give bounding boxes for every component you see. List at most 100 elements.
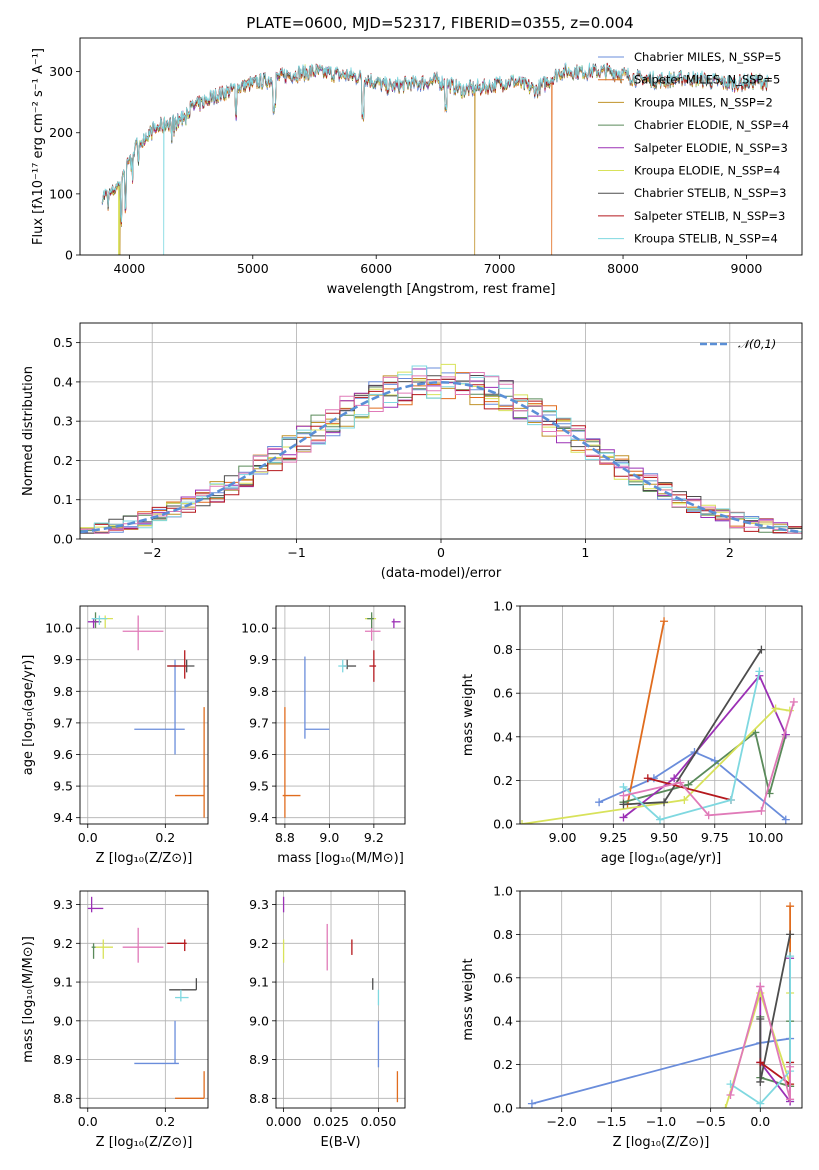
x-tick-label: 9.2 bbox=[364, 830, 384, 845]
data-point bbox=[660, 617, 669, 626]
data-point bbox=[660, 798, 669, 807]
data-point bbox=[786, 930, 795, 939]
normal-curve bbox=[80, 380, 802, 534]
spectrum-line bbox=[101, 61, 769, 255]
data-point bbox=[756, 1058, 765, 1067]
legend-entry: Chabrier ELODIE, N_SSP=4 bbox=[634, 118, 789, 132]
data-point bbox=[786, 1062, 795, 1071]
y-tick-label: 1.0 bbox=[493, 884, 513, 899]
x-tick-label: 9.00 bbox=[549, 830, 577, 845]
y-tick-label: 8.8 bbox=[53, 1091, 73, 1106]
axes-frame bbox=[79, 322, 803, 540]
data-point bbox=[781, 815, 790, 824]
y-tick-label: 100 bbox=[49, 186, 73, 201]
axes-age_vs_mass: 8.8 9.0 9.2 9.4 9.5 9.6 9.7 9.8 9.9 10.0 mass [log… bbox=[241, 605, 406, 866]
y-tick-label: 0.0 bbox=[493, 1101, 513, 1116]
y-tick-label: 8.9 bbox=[249, 1052, 269, 1067]
x-tick-label: 4000 bbox=[113, 261, 145, 276]
data-point bbox=[704, 811, 713, 820]
y-tick-label: 200 bbox=[49, 125, 73, 140]
x-axis-label: Z [log₁₀(Z/Z⊙)] bbox=[613, 1135, 710, 1150]
x-tick-label: 0.050 bbox=[361, 1114, 397, 1129]
x-tick-label: 0.2 bbox=[155, 830, 175, 845]
legend-entry: Salpeter ELODIE, N_SSP=3 bbox=[634, 141, 788, 155]
y-tick-label: 9.6 bbox=[249, 747, 269, 762]
y-tick-label: 9.8 bbox=[249, 684, 269, 699]
data-point bbox=[756, 1099, 765, 1108]
y-tick-label: 0.4 bbox=[493, 1014, 513, 1029]
axes-frame bbox=[79, 37, 803, 256]
data-point bbox=[520, 820, 527, 824]
y-tick-label: 9.5 bbox=[249, 779, 269, 794]
data-point bbox=[619, 791, 628, 800]
data-point bbox=[757, 806, 766, 815]
y-tick-label: 0.4 bbox=[53, 374, 73, 389]
y-tick-label: 0 bbox=[65, 248, 73, 263]
data-point bbox=[756, 1015, 765, 1024]
y-tick-label: 1.0 bbox=[493, 599, 513, 614]
y-axis-label: mass weight bbox=[461, 958, 476, 1040]
y-tick-label: 0.2 bbox=[493, 1057, 513, 1072]
plot-area bbox=[87, 612, 205, 818]
x-tick-label: −1 bbox=[287, 545, 305, 560]
y-tick-label: 0.5 bbox=[53, 335, 73, 350]
y-tick-label: 0.0 bbox=[53, 532, 73, 547]
legend-entry: Chabrier MILES, N_SSP=5 bbox=[634, 50, 781, 64]
spectrum-line bbox=[101, 64, 770, 255]
series-line bbox=[598, 751, 787, 821]
y-tick-label: 9.3 bbox=[249, 897, 269, 912]
spectrum-line bbox=[101, 65, 770, 255]
y-tick-label: 0.8 bbox=[493, 927, 513, 942]
y-tick-label: 0.6 bbox=[493, 970, 513, 985]
legend-entry: Kroupa MILES, N_SSP=2 bbox=[634, 95, 773, 109]
x-axis-label: Z [log₁₀(Z/Z⊙)] bbox=[96, 851, 193, 866]
y-tick-label: 9.7 bbox=[53, 715, 73, 730]
y-axis-label: age [log₁₀(age/yr)] bbox=[21, 655, 36, 776]
x-tick-label: 9.25 bbox=[599, 830, 627, 845]
x-tick-label: 8000 bbox=[607, 261, 639, 276]
data-point bbox=[676, 778, 685, 787]
data-point bbox=[680, 796, 689, 805]
y-tick-label: 9.4 bbox=[249, 810, 269, 825]
axes-frame bbox=[79, 890, 209, 1109]
y-axis-label: Flux [fλ10⁻¹⁷ erg cm⁻² s⁻¹ A⁻¹] bbox=[31, 48, 46, 245]
data-point bbox=[726, 1090, 735, 1099]
x-tick-label: 0.2 bbox=[155, 1114, 175, 1129]
y-tick-label: 9.7 bbox=[249, 715, 269, 730]
x-axis-label: E(B-V) bbox=[320, 1135, 360, 1150]
series-line bbox=[626, 621, 665, 805]
y-axis-label: mass weight bbox=[461, 674, 476, 756]
y-tick-label: 9.4 bbox=[53, 810, 73, 825]
axes-residuals: −2 −1 0 1 2 0.0 0.1 0.2 0.3 0.4 0.5 (data-model)/er… bbox=[21, 322, 803, 581]
y-tick-label: 9.9 bbox=[53, 652, 73, 667]
y-tick-label: 0.3 bbox=[53, 414, 73, 429]
x-tick-label: −2 bbox=[143, 545, 161, 560]
legend-entry: Kroupa ELODIE, N_SSP=4 bbox=[634, 164, 780, 178]
axes-frame bbox=[275, 890, 406, 1109]
data-point bbox=[771, 704, 780, 713]
x-tick-label: 0.0 bbox=[750, 1114, 770, 1129]
data-point bbox=[786, 1095, 795, 1104]
x-tick-label: 7000 bbox=[484, 261, 516, 276]
data-point bbox=[726, 796, 735, 805]
y-tick-label: 9.0 bbox=[249, 1013, 269, 1028]
series-line bbox=[521, 707, 790, 824]
legend-entry: Chabrier STELIB, N_SSP=3 bbox=[634, 186, 786, 200]
y-tick-label: 0.2 bbox=[493, 773, 513, 788]
spectrum-title: PLATE=0600, MJD=52317, FIBERID=0355, z=0… bbox=[246, 14, 633, 32]
data-point bbox=[786, 902, 795, 911]
x-tick-label: −1.5 bbox=[596, 1114, 626, 1129]
x-tick-label: 9.75 bbox=[701, 830, 729, 845]
x-axis-label: age [log₁₀(age/yr)] bbox=[601, 851, 722, 866]
data-point bbox=[755, 667, 764, 676]
x-tick-label: 1 bbox=[581, 545, 589, 560]
data-point bbox=[757, 645, 766, 654]
x-axis-label: (data-model)/error bbox=[381, 566, 502, 581]
y-tick-label: 9.3 bbox=[53, 897, 73, 912]
y-tick-label: 9.9 bbox=[249, 652, 269, 667]
y-tick-label: 10.0 bbox=[45, 621, 73, 636]
plot-area bbox=[101, 61, 770, 255]
y-tick-label: 9.0 bbox=[53, 1013, 73, 1028]
legend-entry: 𝒩(0,1) bbox=[738, 337, 776, 351]
